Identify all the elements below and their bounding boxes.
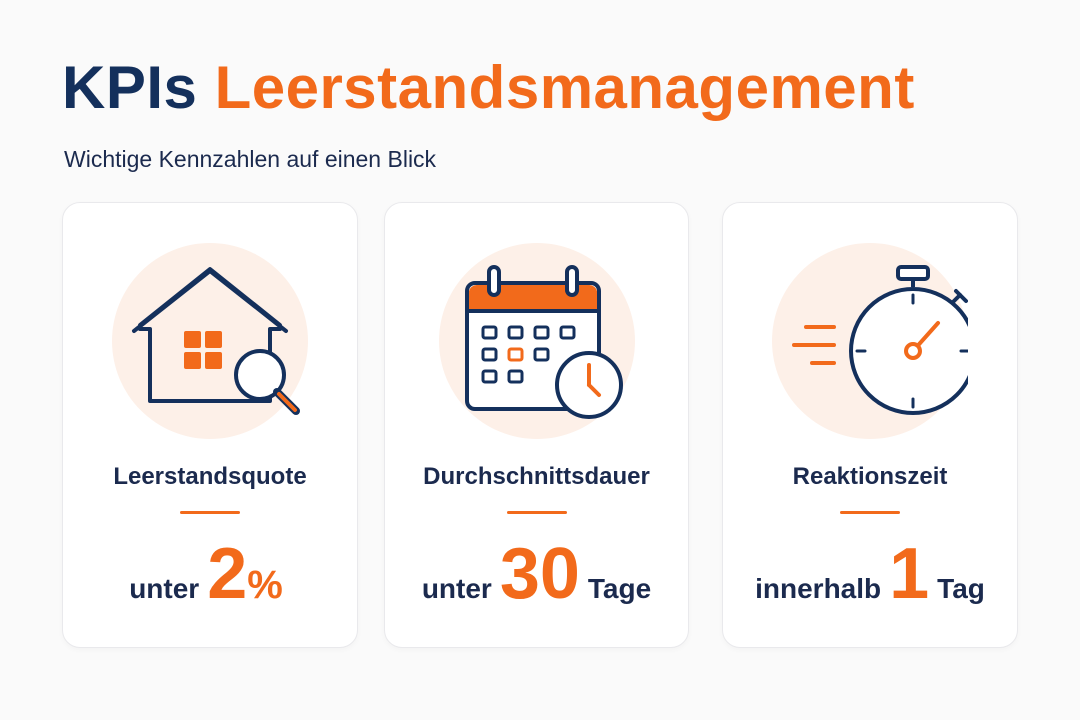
divider <box>180 511 240 514</box>
divider <box>840 511 900 514</box>
kpi-value: unter 2% <box>63 533 357 615</box>
value-number: 2% <box>207 534 283 614</box>
kpi-label: Reaktionszeit <box>792 463 948 490</box>
value-number: 1 <box>889 534 930 614</box>
page-title: KPIs Leerstandsmanagement <box>62 58 915 118</box>
title-leerstandsmanagement: Leerstandsmanagement <box>214 54 915 121</box>
value-unit: % <box>247 563 283 607</box>
value-prefix: innerhalb <box>755 573 882 604</box>
kpi-value: innerhalb 1 Tag <box>723 533 1017 615</box>
kpi-label: Durchschnittsdauer <box>423 463 650 490</box>
value-suffix: Tage <box>587 573 652 604</box>
value-prefix: unter <box>129 573 200 604</box>
kpi-card-reaktionszeit: Reaktionszeit innerhalb 1 Tag <box>722 202 1018 648</box>
kpi-label: Leerstandsquote <box>113 463 307 490</box>
value-number: 30 <box>499 534 580 614</box>
page-subtitle: Wichtige Kennzahlen auf einen Blick <box>64 146 437 172</box>
divider <box>506 511 567 514</box>
house-magnifier-icon <box>112 243 308 439</box>
value-suffix: Tag <box>937 573 985 604</box>
kpi-card-durchschnittsdauer: Durchschnittsdauer unter 30 Tage <box>384 202 689 648</box>
value-number-text: 2 <box>207 534 248 614</box>
stopwatch-icon <box>772 243 968 439</box>
value-prefix: unter <box>421 573 492 604</box>
calendar-clock-icon <box>438 243 635 439</box>
kpi-card-leerstandsquote: Leerstandsquote unter 2% <box>62 202 358 648</box>
kpi-value: unter 30 Tage <box>385 533 688 615</box>
title-kpis: KPIs <box>62 54 198 121</box>
